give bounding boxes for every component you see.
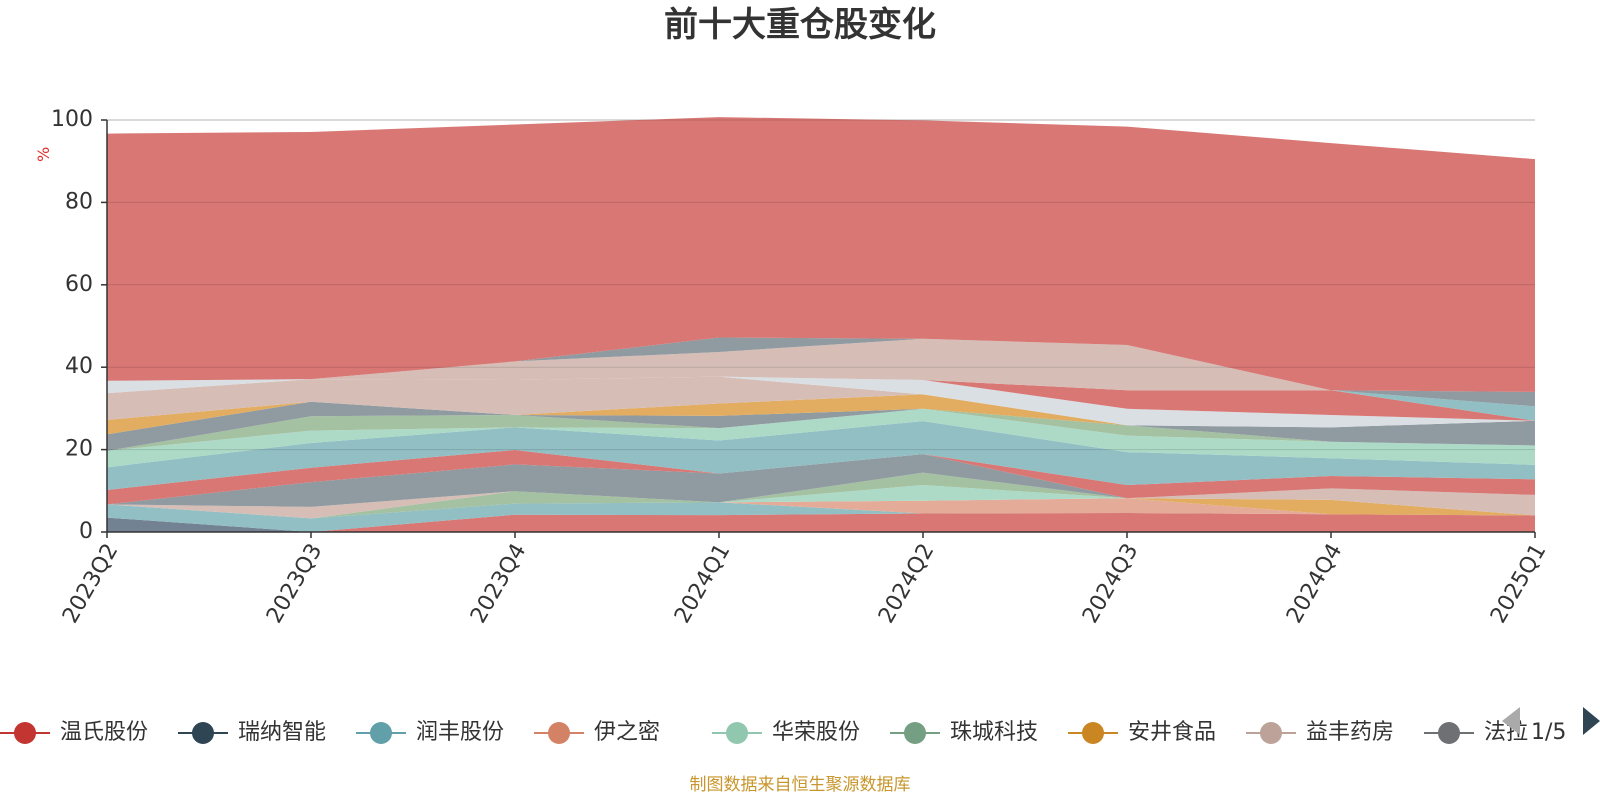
area-series-15 bbox=[107, 394, 1535, 435]
legend-label: 华荣股份 bbox=[772, 720, 860, 745]
x-tick-label: 2024Q3 bbox=[1078, 540, 1143, 628]
y-tick-label: 0 bbox=[79, 519, 93, 544]
area-series-18 bbox=[107, 376, 1535, 421]
y-tick-label: 60 bbox=[65, 272, 93, 297]
legend-dot-icon bbox=[1082, 722, 1104, 744]
area-series-8 bbox=[107, 472, 1535, 519]
legend-item[interactable]: 温氏股份 bbox=[0, 720, 148, 745]
area-series-6 bbox=[107, 472, 1535, 519]
area-series-1 bbox=[107, 513, 1535, 532]
legend-item[interactable]: 伊之密 bbox=[534, 720, 660, 745]
legend-label: 珠城科技 bbox=[950, 720, 1038, 745]
y-tick-label: 80 bbox=[65, 189, 93, 214]
legend-label: 安井食品 bbox=[1128, 720, 1216, 745]
chart-title: 前十大重仓股变化 bbox=[664, 5, 936, 45]
legend-prev-icon[interactable] bbox=[1502, 707, 1520, 735]
legend-label: 法拉 bbox=[1484, 720, 1528, 745]
legend-label: 益丰药房 bbox=[1306, 720, 1394, 745]
legend-item[interactable]: 珠城科技 bbox=[890, 720, 1038, 745]
y-tick-label: 20 bbox=[65, 437, 93, 462]
legend-dot-icon bbox=[192, 722, 214, 744]
legend-page-indicator: 1/5 bbox=[1531, 720, 1566, 745]
x-tick-label: 2023Q2 bbox=[58, 540, 123, 628]
legend-next-icon[interactable] bbox=[1583, 707, 1600, 735]
y-tick-label: 100 bbox=[51, 107, 93, 132]
area-series-3 bbox=[107, 502, 1535, 532]
area-series-10 bbox=[107, 450, 1535, 505]
area-series-20 bbox=[107, 338, 1535, 407]
legend-label: 温氏股份 bbox=[60, 720, 148, 745]
x-tick-label: 2023Q3 bbox=[262, 540, 327, 628]
legend-dot-icon bbox=[370, 722, 392, 744]
legend-item[interactable]: 益丰药房 bbox=[1246, 720, 1394, 745]
footer-source: 制图数据来自恒生聚源数据库 bbox=[690, 775, 911, 795]
legend-label: 伊之密 bbox=[594, 720, 660, 745]
legend-dot-icon bbox=[904, 722, 926, 744]
legend-item[interactable]: 法拉 bbox=[1424, 720, 1528, 745]
legend-dot-icon bbox=[1438, 722, 1460, 744]
area-series-16 bbox=[107, 376, 1535, 428]
x-tick-label: 2023Q4 bbox=[466, 540, 531, 628]
area-series-11 bbox=[107, 421, 1535, 490]
legend: 温氏股份 瑞纳智能 润丰股份 伊之密 华荣股份 珠城科技 安井食品 益丰药房 法拉 bbox=[0, 720, 1528, 745]
legend-dot-icon bbox=[726, 722, 748, 744]
area-series-17 bbox=[107, 376, 1535, 428]
area-series-group bbox=[107, 117, 1535, 532]
area-series-22 bbox=[107, 117, 1535, 392]
legend-dot-icon bbox=[1260, 722, 1282, 744]
y-tick-labels: 0 20 40 60 80 100 bbox=[51, 107, 107, 544]
x-tick-label: 2024Q2 bbox=[874, 540, 939, 628]
area-series-12 bbox=[107, 408, 1535, 468]
area-series-9 bbox=[107, 454, 1535, 507]
legend-item[interactable]: 润丰股份 bbox=[356, 720, 504, 745]
area-series-7 bbox=[107, 472, 1535, 519]
legend-item[interactable]: 安井食品 bbox=[1068, 720, 1216, 745]
legend-item[interactable]: 瑞纳智能 bbox=[178, 720, 326, 745]
area-series-4 bbox=[107, 498, 1535, 519]
y-axis-label: % bbox=[34, 147, 53, 162]
legend-dot-icon bbox=[14, 722, 36, 744]
axes bbox=[106, 120, 1535, 533]
area-series-2 bbox=[107, 513, 1535, 532]
legend-label: 润丰股份 bbox=[416, 720, 504, 745]
y-tick-label: 40 bbox=[65, 354, 93, 379]
x-tick-label: 2024Q4 bbox=[1282, 540, 1347, 628]
area-series-14 bbox=[107, 401, 1535, 451]
legend-label: 瑞纳智能 bbox=[238, 720, 326, 745]
x-tick-label: 2025Q1 bbox=[1486, 540, 1551, 628]
legend-pager: 1/5 bbox=[1502, 707, 1600, 745]
legend-item[interactable]: 华荣股份 bbox=[712, 720, 860, 745]
x-tick-label: 2024Q1 bbox=[670, 540, 735, 628]
legend-dot-icon bbox=[548, 722, 570, 744]
area-series-13 bbox=[107, 408, 1535, 451]
x-tick-labels: 2023Q2 2023Q3 2023Q4 2024Q1 2024Q2 2024Q3 2024… bbox=[58, 532, 1551, 628]
